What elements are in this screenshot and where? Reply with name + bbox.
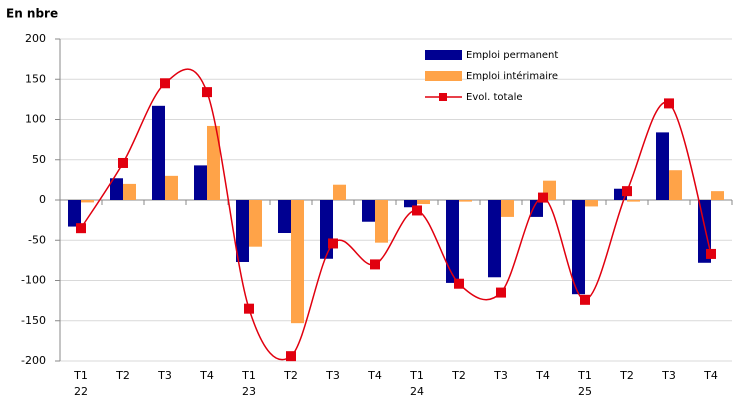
x-tick-label: T3 — [325, 369, 340, 382]
bar — [572, 200, 585, 295]
x-tick-label: T4 — [703, 369, 718, 382]
marker — [286, 351, 296, 362]
bar — [404, 200, 417, 208]
marker — [370, 259, 380, 270]
legend-label: Emploi intérimaire — [466, 70, 558, 82]
bar — [417, 200, 430, 205]
marker — [454, 278, 464, 289]
bar — [81, 200, 94, 203]
y-tick-label: -100 — [21, 274, 46, 287]
y-tick-label: -150 — [21, 314, 46, 327]
bar — [194, 165, 207, 200]
chart-title: En nbre — [6, 7, 58, 21]
bar — [614, 188, 627, 200]
line — [80, 68, 712, 361]
y-tick-label: 200 — [25, 32, 46, 45]
legend-swatch — [425, 71, 462, 81]
x-tick-label: T3 — [493, 369, 508, 382]
marker — [118, 157, 128, 168]
x-tick-label: T2 — [451, 369, 466, 382]
marker — [202, 87, 212, 98]
bar — [207, 125, 220, 200]
bar — [152, 105, 165, 200]
legend-marker — [439, 93, 447, 101]
marker — [76, 223, 86, 234]
marker — [328, 238, 338, 249]
bar — [333, 184, 346, 200]
bar — [585, 200, 598, 207]
legend-label: Emploi permanent — [466, 50, 558, 61]
x-tick-label: T2 — [283, 369, 298, 382]
bar — [362, 200, 375, 222]
x-tick-label: T3 — [661, 369, 676, 382]
bar — [291, 200, 304, 324]
bar — [110, 178, 123, 200]
bar — [236, 200, 249, 262]
y-tick-label: -200 — [21, 354, 46, 367]
bar — [68, 200, 81, 227]
bar — [627, 200, 640, 202]
marker — [538, 192, 548, 203]
x-tick-label: T1 22 — [73, 369, 88, 398]
bar — [530, 200, 543, 217]
bar — [123, 183, 136, 200]
legend-label: Evol. totale — [466, 92, 523, 103]
bar — [488, 200, 501, 278]
marker — [664, 98, 674, 109]
bar — [656, 132, 669, 200]
bar — [375, 200, 388, 243]
y-tick-label: 50 — [32, 153, 46, 166]
bar — [501, 200, 514, 217]
y-tick-label: 150 — [25, 72, 46, 85]
bar — [278, 200, 291, 234]
x-tick-label: T2 — [619, 369, 634, 382]
y-tick-label: 100 — [25, 113, 46, 126]
x-tick-label: T1 25 — [577, 369, 592, 398]
y-tick-label: 0 — [39, 193, 46, 206]
marker — [580, 294, 590, 305]
bar — [446, 200, 459, 283]
marker — [706, 248, 716, 259]
x-tick-label: T4 — [199, 369, 214, 382]
marker — [496, 287, 506, 298]
bar — [320, 200, 333, 259]
x-tick-label: T3 — [157, 369, 172, 382]
marker — [244, 303, 254, 314]
bar — [711, 191, 724, 200]
bar — [459, 200, 472, 202]
x-tick-label: T4 — [535, 369, 550, 382]
bar — [249, 200, 262, 247]
x-tick-label: T2 — [115, 369, 130, 382]
marker — [412, 205, 422, 216]
bar — [165, 175, 178, 200]
x-tick-label: T1 23 — [241, 369, 256, 398]
bar — [669, 170, 682, 200]
marker — [622, 186, 632, 197]
x-tick-label: T1 24 — [409, 369, 424, 398]
bar — [698, 200, 711, 263]
y-tick-label: -50 — [28, 233, 46, 246]
legend-swatch — [425, 50, 462, 60]
x-tick-label: T4 — [367, 369, 382, 382]
marker — [160, 78, 170, 89]
